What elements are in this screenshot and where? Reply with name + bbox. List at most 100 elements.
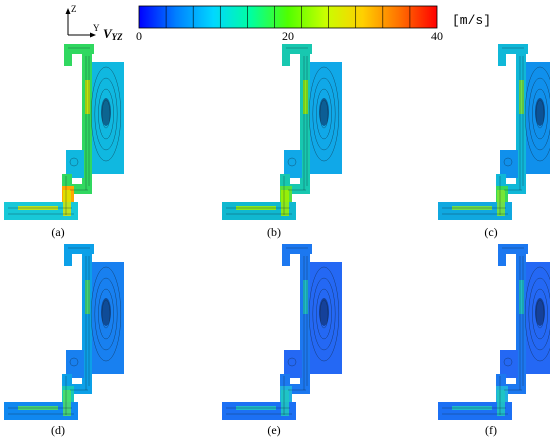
vortex-core [319,298,329,326]
axis-triad: Z Y VYZ [65,4,123,42]
panel-label: (e) [267,423,280,437]
mid-elbow [280,184,308,194]
high-velocity-region [63,390,71,416]
colorbar-tick-label: 20 [282,29,294,43]
streamline [69,157,79,167]
streamline [90,266,122,362]
colorbar-gradient [138,5,438,29]
top-inlet-channel [64,244,94,254]
top-inlet-drop [64,244,72,266]
streamline [535,99,545,129]
high-velocity-region [303,280,308,314]
mid-elbow [496,184,524,194]
mid-elbow [280,384,308,394]
top-inlet-drop [282,244,290,266]
high-velocity-region [281,190,289,216]
vortex-core [535,98,545,126]
panel-label: (a) [51,225,64,239]
side-step-block [284,150,302,178]
streamline [319,299,329,329]
streamline [312,277,336,351]
panel-label: (d) [51,423,65,437]
streamline [528,277,550,351]
panel-b: (b) [222,44,342,239]
side-step-block [500,150,518,178]
main-channel [82,254,92,394]
mid-elbow [62,184,90,194]
high-velocity-region [85,80,90,114]
side-step-block [500,350,518,378]
streamline [308,66,340,162]
vortex-core [101,98,111,126]
top-inlet-channel [282,44,312,54]
panel-label: (f) [485,423,497,437]
streamline [308,266,340,362]
panel-label: (c) [484,225,497,239]
main-channel [82,54,92,194]
top-inlet-drop [498,244,506,266]
high-velocity-region [497,390,505,416]
high-velocity-region [519,80,524,114]
streamline [287,157,297,167]
streamline [316,88,332,140]
main-channel [300,254,310,394]
side-step-block [66,150,84,178]
streamline [524,66,550,162]
streamline [101,299,111,329]
streamline [90,66,122,162]
top-inlet-channel [498,244,528,254]
high-velocity-region [63,190,71,216]
panels: (a) (b) (c) (d) (e) (f) [4,44,550,437]
streamline [69,357,79,367]
panel-e: (e) [222,244,342,437]
panel-c: (c) [438,44,550,239]
colorbar-tick-label: 0 [136,29,142,43]
panel-label: (b) [267,225,281,239]
high-velocity-region [85,280,90,314]
main-channel [300,54,310,194]
top-inlet-drop [498,44,506,66]
colorbar: 0 20 40 [m/s] [136,5,491,43]
velocity-symbol: VYZ [103,26,123,42]
colorbar-unit: [m/s] [452,13,491,28]
streamline [94,77,118,151]
mid-elbow [62,384,90,394]
panel-f: (f) [438,244,550,437]
y-axis-label: Y [93,23,100,33]
z-axis-label: Z [71,4,77,14]
top-inlet-drop [282,44,290,66]
streamline [316,288,332,340]
vortex-core [319,98,329,126]
top-inlet-channel [282,244,312,254]
streamline [528,77,550,151]
streamline [312,77,336,151]
high-velocity-region [497,190,505,216]
streamline [319,99,329,129]
side-step-block [284,350,302,378]
main-channel [516,54,526,194]
streamline [101,99,111,129]
panel-d: (d) [4,244,124,437]
vortex-core [535,298,545,326]
streamline [524,266,550,362]
high-velocity-region [281,390,289,416]
top-inlet-drop [64,44,72,66]
colorbar-dividers [165,6,411,28]
streamline [98,288,114,340]
mid-elbow [496,384,524,394]
side-step-block [66,350,84,378]
streamline [287,357,297,367]
panel-a: (a) [4,44,124,239]
colorbar-tick-label: 40 [431,29,443,43]
streamline [94,277,118,351]
streamline [535,299,545,329]
colorbar-ticks: 0 20 40 [136,29,443,43]
top-inlet-channel [498,44,528,54]
vortex-core [101,298,111,326]
streamline [98,88,114,140]
streamline [503,357,513,367]
main-channel [516,254,526,394]
top-inlet-channel [64,44,94,54]
streamline [532,288,548,340]
streamline [503,157,513,167]
